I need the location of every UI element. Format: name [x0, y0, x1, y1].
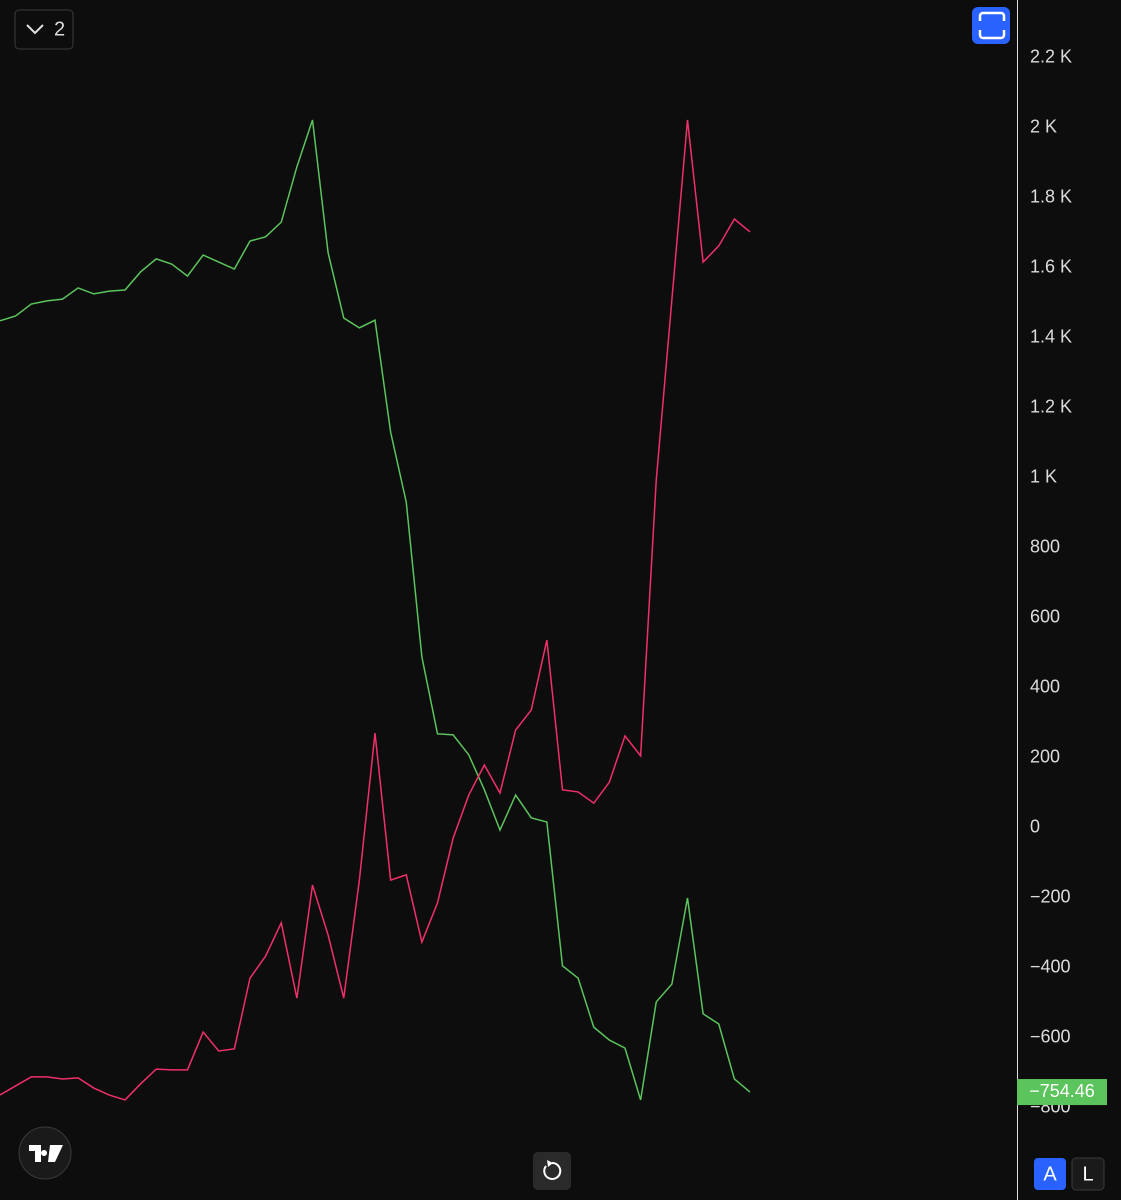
fullscreen-icon	[978, 11, 1006, 40]
y-tick-label: 2.2 K	[1030, 47, 1072, 67]
y-tick-label: 200	[1030, 747, 1060, 767]
logo[interactable]	[18, 1126, 72, 1180]
y-tick-label: 1.6 K	[1030, 257, 1072, 277]
fullscreen-box[interactable]	[972, 7, 1010, 44]
series-toggle[interactable]: 2	[14, 9, 74, 50]
reset-button[interactable]	[533, 1152, 571, 1190]
y-tick-label: 1 K	[1030, 467, 1057, 487]
fullscreen-button[interactable]	[972, 7, 1010, 44]
y-tick-label: −200	[1030, 887, 1071, 907]
y-tick-label: 1.8 K	[1030, 187, 1072, 207]
chevron-icon	[26, 24, 44, 35]
series-toggle-box[interactable]	[14, 9, 74, 50]
reset-box[interactable]	[533, 1152, 571, 1190]
log-button[interactable]: L	[1071, 1157, 1105, 1191]
logo-mark	[29, 1145, 63, 1162]
log-label: L	[1082, 1163, 1093, 1185]
y-tick-label: 1.2 K	[1030, 397, 1072, 417]
y-tick-label: 600	[1030, 607, 1060, 627]
y-tick-label: 0	[1030, 817, 1040, 837]
y-tick-label: 800	[1030, 537, 1060, 557]
plot-area	[0, 119, 751, 1101]
last-price-tag: −754.46	[1017, 1079, 1107, 1106]
y-tick-label: −400	[1030, 957, 1071, 977]
y-tick-label: −600	[1030, 1027, 1071, 1047]
y-tick-label: 2 K	[1030, 117, 1057, 137]
last-price-box	[1017, 1079, 1107, 1106]
reset-arrow	[547, 1160, 553, 1167]
y-tick-label: 400	[1030, 677, 1060, 697]
reset-icon	[543, 1161, 562, 1180]
log-box[interactable]	[1071, 1157, 1105, 1191]
auto-button[interactable]: A	[1034, 1158, 1066, 1190]
series-count: 2	[54, 18, 65, 40]
auto-box[interactable]	[1034, 1158, 1066, 1190]
series-line	[0, 119, 751, 1101]
last-price-label: −754.46	[1029, 1081, 1095, 1101]
series-line	[0, 119, 751, 1101]
y-tick-label: 1.4 K	[1030, 327, 1072, 347]
auto-label: A	[1043, 1163, 1057, 1185]
